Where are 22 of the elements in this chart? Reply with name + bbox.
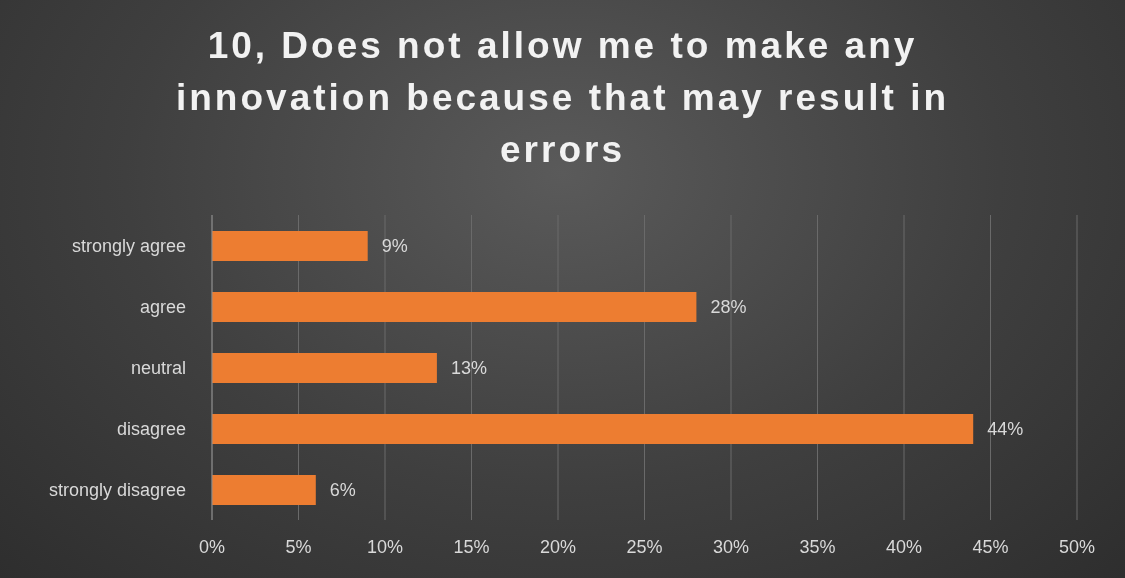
x-tick-label: 0%	[198, 536, 226, 557]
y-tick-label: neutral	[130, 357, 186, 378]
x-tick-label: 45%	[972, 536, 1009, 557]
x-tick-label: 15%	[453, 536, 490, 557]
data-label: 28%	[710, 297, 747, 318]
data-label: 13%	[450, 358, 487, 379]
x-tick-label: 20%	[539, 536, 577, 557]
y-tick-label: agree	[139, 296, 186, 317]
y-tick-label: strongly agree	[71, 235, 186, 256]
x-tick-label: 10%	[366, 536, 404, 557]
chart-title: 10, Does not allow me to make any innovation because that may result in errors	[174, 23, 950, 172]
y-tick-label: strongly disagree	[48, 479, 186, 500]
data-label: 9%	[381, 236, 408, 257]
x-tick-label: 30%	[712, 536, 750, 557]
x-tick-label: 25%	[626, 536, 663, 557]
data-label: 44%	[987, 419, 1024, 440]
data-label: 6%	[329, 480, 356, 501]
x-tick-label: 5%	[285, 536, 312, 557]
x-tick-label: 50%	[1058, 536, 1096, 557]
x-tick-label: 40%	[885, 536, 923, 557]
x-tick-label: 35%	[799, 536, 836, 557]
y-tick-label: disagree	[116, 418, 186, 439]
